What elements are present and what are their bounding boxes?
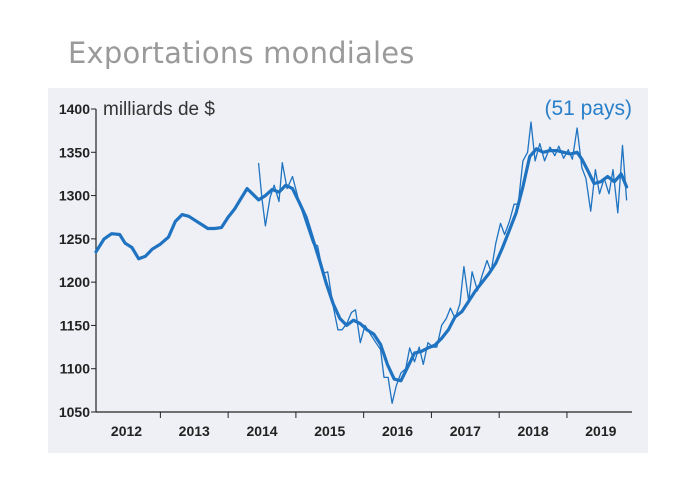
page-title: Exportations mondiales (68, 36, 415, 70)
x-tick-label: 2018 (517, 423, 548, 439)
y-axis-ticks: 1050 1100 1150 1200 1250 1300 1350 1400 (59, 101, 96, 420)
y-tick-label: 1250 (59, 231, 90, 247)
x-tick-label: 2017 (450, 423, 481, 439)
x-tick-label: 2015 (314, 423, 345, 439)
y-tick-label: 1200 (59, 274, 90, 290)
x-tick-label: 2014 (246, 423, 277, 439)
x-tick-label: 2019 (585, 423, 616, 439)
series-line-smoothed (94, 147, 629, 383)
y-tick-label: 1400 (59, 101, 90, 117)
y-unit-label: milliards de $ (103, 99, 215, 120)
y-tick-label: 1100 (60, 361, 91, 377)
x-axis-ticks: 2012 2013 2014 2015 2016 2017 2018 2019 (111, 412, 617, 439)
chart-panel (48, 88, 648, 453)
y-tick-label: 1350 (59, 144, 90, 160)
x-tick-label: 2012 (111, 423, 142, 439)
country-count-annotation: (51 pays) (544, 97, 632, 120)
series-layer (94, 109, 632, 413)
x-tick-label: 2013 (179, 423, 210, 439)
y-tick-label: 1300 (59, 188, 90, 204)
y-tick-label: 1150 (60, 317, 91, 333)
y-tick-label: 1050 (59, 404, 90, 420)
series-line-monthly (257, 121, 628, 404)
x-tick-label: 2016 (382, 423, 413, 439)
